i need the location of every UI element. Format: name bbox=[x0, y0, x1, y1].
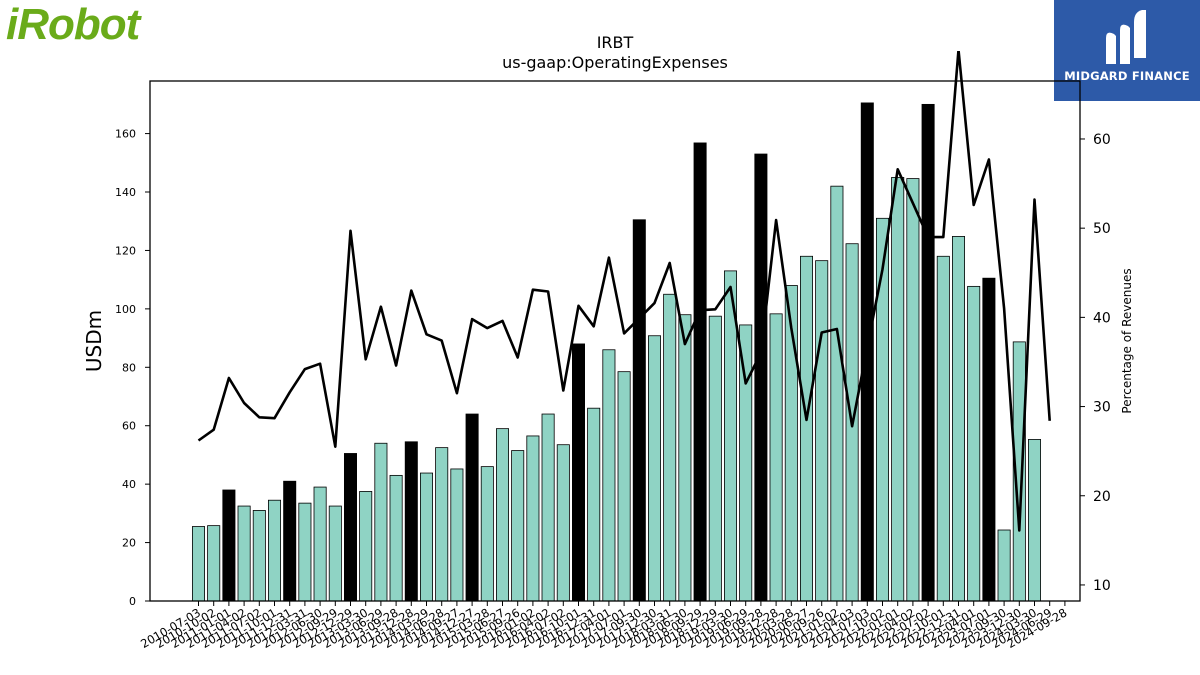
fy-bar bbox=[754, 153, 768, 602]
quarter-bar bbox=[450, 468, 464, 602]
quarter-bar bbox=[708, 315, 722, 602]
quarter-bar bbox=[526, 435, 540, 602]
quarter-bar bbox=[435, 447, 449, 602]
quarter-bar bbox=[1028, 439, 1042, 602]
y-tick-label: 120 bbox=[115, 244, 136, 257]
quarter-bar bbox=[830, 185, 844, 602]
y2-tick-label: 20 bbox=[1093, 489, 1111, 505]
y-tick-label: 160 bbox=[115, 128, 136, 141]
y2-tick-label: 30 bbox=[1093, 400, 1111, 416]
quarter-bar bbox=[389, 474, 403, 602]
quarter-bar bbox=[495, 428, 509, 602]
right-axis-ticks: 10 20 30 40 50 60 bbox=[1080, 132, 1111, 594]
y2-tick-label: 10 bbox=[1093, 578, 1111, 594]
chart-title: IRBT bbox=[597, 33, 634, 52]
quarter-bar bbox=[374, 442, 388, 602]
midgard-m-icon bbox=[1106, 10, 1146, 65]
y-tick-label: 60 bbox=[122, 420, 136, 433]
fy-bar bbox=[222, 489, 236, 602]
y-tick-label: 0 bbox=[129, 595, 136, 608]
pct-revenue-line bbox=[197, 51, 1051, 532]
midgard-finance-wordmark: MIDGARD FINANCE bbox=[1064, 69, 1190, 83]
fy-bar bbox=[921, 103, 935, 602]
quarter-bar bbox=[602, 349, 616, 602]
quarter-bar bbox=[678, 314, 692, 602]
fy-bar bbox=[693, 142, 707, 602]
y2-tick-label: 50 bbox=[1093, 221, 1111, 237]
midgard-finance-logo: MIDGARD FINANCE bbox=[1054, 0, 1200, 101]
quarter-bar bbox=[891, 177, 905, 602]
fy-bar bbox=[404, 441, 418, 602]
y-tick-label: 80 bbox=[122, 361, 136, 374]
quarter-bar bbox=[769, 313, 783, 602]
quarter-bar bbox=[298, 502, 312, 602]
quarter-bar bbox=[815, 260, 829, 602]
y-axis-label: USDm bbox=[82, 310, 106, 372]
chart-subtitle: us-gaap:OperatingExpenses bbox=[502, 53, 728, 72]
quarter-bar bbox=[587, 407, 601, 602]
y-tick-label: 100 bbox=[115, 303, 136, 316]
fy-bar bbox=[343, 453, 357, 602]
x-axis-ticks: 2010-07-032010-10-022011-01-012011-04-02… bbox=[138, 601, 1069, 651]
quarter-bar bbox=[906, 178, 920, 602]
quarter-bar bbox=[419, 472, 433, 602]
line-group bbox=[197, 51, 1051, 532]
irobot-logo-text: iRobot bbox=[6, 2, 143, 46]
bars-group bbox=[191, 102, 1042, 602]
quarter-bar bbox=[739, 324, 753, 602]
quarter-bar bbox=[359, 491, 373, 602]
quarter-bar bbox=[252, 510, 266, 602]
y-tick-label: 20 bbox=[122, 537, 136, 550]
y-tick-label: 40 bbox=[122, 478, 136, 491]
quarter-bar bbox=[480, 466, 494, 602]
quarter-bar bbox=[648, 335, 662, 602]
irobot-logo: iRobot bbox=[6, 0, 176, 49]
fy-bar bbox=[632, 219, 646, 602]
fy-bar bbox=[465, 413, 479, 602]
y2-axis-label: Percentage of Revenues bbox=[1120, 268, 1134, 413]
quarter-bar bbox=[207, 525, 221, 602]
fy-bar bbox=[572, 343, 586, 602]
quarter-bar bbox=[967, 285, 981, 602]
fy-bar bbox=[982, 277, 996, 602]
irobot-logo-mark: iRobot bbox=[6, 0, 144, 49]
quarter-bar bbox=[997, 529, 1011, 602]
quarter-bar bbox=[511, 450, 525, 602]
y-tick-label: 140 bbox=[115, 186, 136, 199]
plot-frame bbox=[149, 80, 1081, 602]
quarter-bar bbox=[313, 486, 327, 602]
y2-tick-label: 40 bbox=[1093, 310, 1111, 326]
quarter-bar bbox=[237, 505, 251, 602]
quarter-bar bbox=[328, 505, 342, 602]
quarter-bar bbox=[541, 413, 555, 602]
quarter-bar bbox=[191, 526, 205, 602]
fy-bar bbox=[283, 480, 297, 602]
quarter-bar bbox=[267, 499, 281, 602]
quarter-bar bbox=[800, 255, 814, 602]
quarter-bar bbox=[936, 255, 950, 602]
quarter-bar bbox=[952, 236, 966, 602]
left-axis-ticks: 0 20 40 60 80 100 120 140 160 bbox=[115, 128, 150, 608]
y2-tick-label: 60 bbox=[1093, 132, 1111, 148]
quarter-bar bbox=[617, 371, 631, 602]
quarter-bar bbox=[663, 293, 677, 602]
quarter-bar bbox=[556, 444, 570, 602]
